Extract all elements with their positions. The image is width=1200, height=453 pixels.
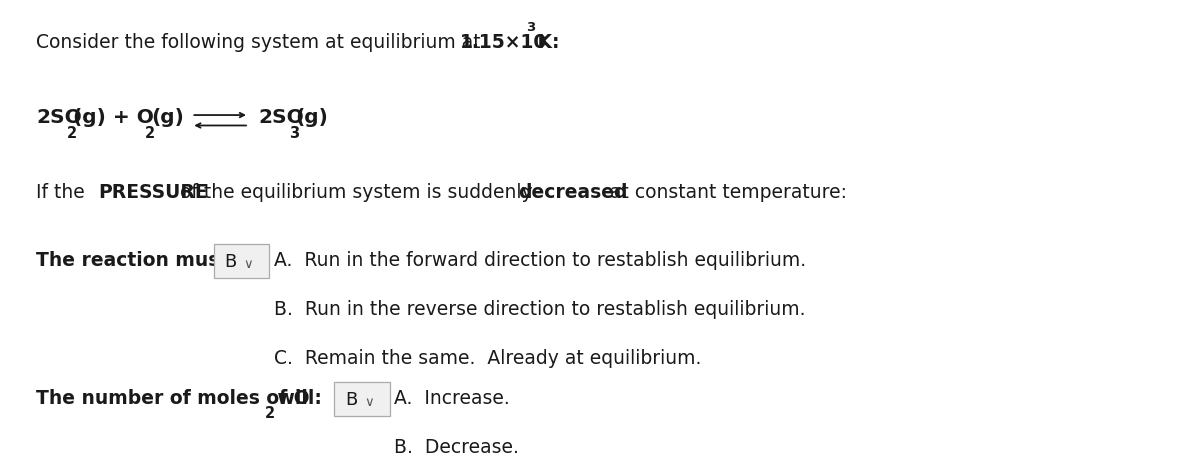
Text: 3: 3 bbox=[527, 21, 535, 34]
Text: C.  Remain the same.  Already at equilibrium.: C. Remain the same. Already at equilibri… bbox=[274, 349, 701, 368]
Text: 2SO: 2SO bbox=[258, 108, 305, 127]
Text: B.  Run in the reverse direction to restablish equilibrium.: B. Run in the reverse direction to resta… bbox=[274, 300, 805, 319]
Text: at constant temperature:: at constant temperature: bbox=[605, 183, 847, 202]
Text: 2: 2 bbox=[145, 126, 155, 141]
Text: Consider the following system at equilibrium at: Consider the following system at equilib… bbox=[36, 34, 487, 53]
Text: (g): (g) bbox=[151, 108, 184, 127]
Text: will:: will: bbox=[271, 389, 322, 408]
FancyBboxPatch shape bbox=[335, 382, 390, 416]
Text: B: B bbox=[224, 253, 236, 271]
FancyBboxPatch shape bbox=[214, 244, 269, 278]
Text: ∨: ∨ bbox=[244, 258, 253, 271]
Text: If the: If the bbox=[36, 183, 91, 202]
Text: ∨: ∨ bbox=[365, 396, 374, 409]
Text: The reaction must:: The reaction must: bbox=[36, 251, 235, 270]
Text: 2: 2 bbox=[265, 406, 275, 421]
Text: 2SO: 2SO bbox=[36, 108, 82, 127]
Text: 3: 3 bbox=[289, 126, 299, 141]
Text: decreased: decreased bbox=[518, 183, 628, 202]
Text: 2: 2 bbox=[67, 126, 77, 141]
Text: PRESSURE: PRESSURE bbox=[98, 183, 208, 202]
Text: The number of moles of O: The number of moles of O bbox=[36, 389, 310, 408]
Text: B: B bbox=[346, 391, 358, 409]
Text: (g) + O: (g) + O bbox=[73, 108, 154, 127]
Text: (g): (g) bbox=[295, 108, 329, 127]
Text: of the equilibrium system is suddenly: of the equilibrium system is suddenly bbox=[174, 183, 539, 202]
Text: 1.15×10: 1.15×10 bbox=[460, 34, 547, 53]
Text: A.  Run in the forward direction to restablish equilibrium.: A. Run in the forward direction to resta… bbox=[274, 251, 805, 270]
Text: A.  Increase.: A. Increase. bbox=[395, 389, 510, 408]
Text: B.  Decrease.: B. Decrease. bbox=[395, 438, 520, 453]
Text: K:: K: bbox=[532, 34, 559, 53]
